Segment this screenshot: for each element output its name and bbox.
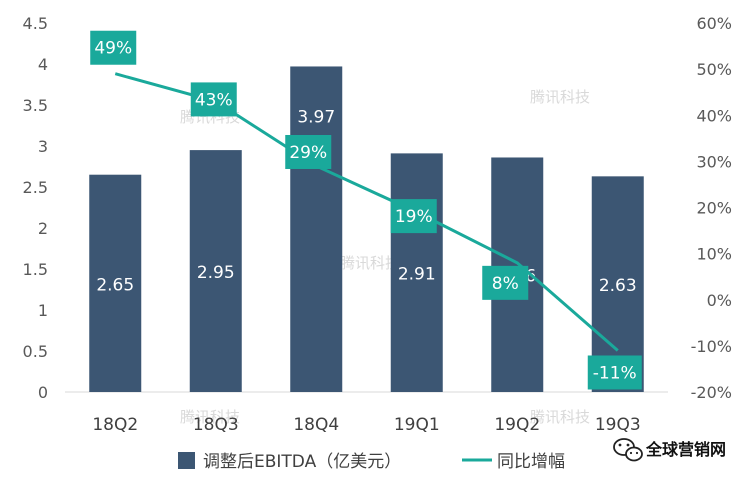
line-label-box xyxy=(285,134,332,169)
legend: 调整后EBITDA（亿美元） 同比增幅 xyxy=(178,452,565,472)
left-tick-label: 3 xyxy=(38,137,48,156)
x-tick-label: 19Q1 xyxy=(394,415,440,435)
line-value-label: 43% xyxy=(190,82,237,117)
x-tick-label: 19Q2 xyxy=(494,415,540,435)
watermark-text: 腾讯科技 xyxy=(340,254,400,272)
left-tick-label: 0 xyxy=(38,383,48,402)
bar-value-label: 2.63 xyxy=(599,276,637,296)
right-axis: -20% -10% 0% 10% 20% 30% 40% 50% 60% xyxy=(691,14,732,402)
line-label-text: 19% xyxy=(395,207,433,227)
legend-bar-label: 调整后EBITDA（亿美元） xyxy=(203,452,401,472)
right-tick-label: -20% xyxy=(691,383,732,402)
bar-series: 2.652.953.972.912.862.63 xyxy=(89,66,644,393)
watermark-text: 腾讯科技 xyxy=(530,408,590,426)
right-tick-label: 30% xyxy=(696,152,732,171)
bar xyxy=(390,153,443,392)
left-tick-label: 4.5 xyxy=(23,14,48,33)
bar xyxy=(189,150,242,392)
bar xyxy=(290,66,343,393)
wechat-icon xyxy=(613,438,643,462)
left-tick-label: 3.5 xyxy=(23,96,48,115)
line-label-box xyxy=(587,355,642,390)
right-tick-label: 0% xyxy=(707,291,732,310)
line-label-box xyxy=(390,199,437,234)
right-tick-label: 10% xyxy=(696,245,732,264)
right-tick-label: 60% xyxy=(696,14,732,33)
line-value-label: 49% xyxy=(90,30,137,65)
x-tick-label: 18Q3 xyxy=(193,415,239,435)
line-label-text: 8% xyxy=(492,274,519,294)
left-tick-label: 2.5 xyxy=(23,178,48,197)
line-label-text: 29% xyxy=(289,143,327,163)
bar-value-label: 2.65 xyxy=(96,275,134,295)
bar-value-label: 2.95 xyxy=(197,263,235,283)
right-tick-label: 50% xyxy=(696,60,732,79)
brand: 全球营销网 xyxy=(613,438,726,462)
left-tick-label: 4 xyxy=(38,55,48,74)
line-label-text: 49% xyxy=(94,39,132,59)
line-label-box xyxy=(190,82,237,117)
left-tick-label: 1.5 xyxy=(23,260,48,279)
watermark-text: 腾讯科技 xyxy=(180,408,240,426)
x-tick-label: 19Q3 xyxy=(595,415,641,435)
line-series: 49% 43% 29% 19% 8% -11% xyxy=(90,30,642,390)
legend-bar-swatch xyxy=(178,452,195,469)
x-axis: 18Q2 18Q3 18Q4 19Q1 19Q2 19Q3 xyxy=(92,415,640,435)
brand-text: 全球营销网 xyxy=(645,440,726,459)
left-tick-label: 2 xyxy=(38,219,48,238)
left-tick-label: 1 xyxy=(38,301,48,320)
left-tick-label: 0.5 xyxy=(23,342,48,361)
right-tick-label: 40% xyxy=(696,106,732,125)
line-value-label: 29% xyxy=(285,134,332,169)
right-tick-label: 20% xyxy=(696,199,732,218)
line-label-text: 43% xyxy=(195,90,233,110)
left-axis: 0 0.5 1 1.5 2 2.5 3 3.5 4 4.5 xyxy=(23,14,48,402)
bar xyxy=(89,174,142,392)
x-tick-label: 18Q4 xyxy=(293,415,339,435)
line-label-box xyxy=(90,30,137,65)
line-value-label: 19% xyxy=(390,199,437,234)
line-label-box xyxy=(482,265,529,300)
x-tick-label: 18Q2 xyxy=(92,415,138,435)
watermark-text: 腾讯科技 xyxy=(530,88,590,106)
line-label-text: -11% xyxy=(593,363,637,383)
line-value-label: 8% xyxy=(482,265,529,300)
line-value-label: -11% xyxy=(587,355,642,390)
bar-value-label: 3.97 xyxy=(297,107,335,127)
bar-value-label: 2.91 xyxy=(398,265,436,285)
right-tick-label: -10% xyxy=(691,337,732,356)
legend-line-label: 同比增幅 xyxy=(497,452,565,472)
